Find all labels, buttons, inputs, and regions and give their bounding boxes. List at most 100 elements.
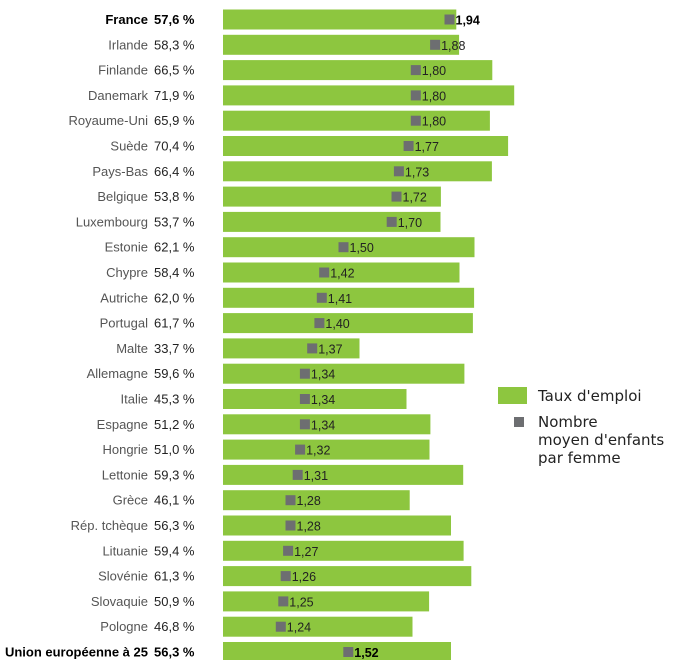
fertility-marker [316,292,327,303]
employment-rate-label: 50,9 % [154,594,195,609]
fertility-marker [343,647,354,657]
chart-row: Chypre 58,4 % 1,42 [106,262,460,283]
fertility-marker [410,65,421,76]
chart-row: Pologne 46,8 % 1,24 [100,616,413,637]
legend-children-label-line-3: par femme [538,449,621,467]
chart-row: Allemagne 59,6 % 1,34 [87,363,465,384]
employment-bar [223,287,475,308]
employment-bar [223,414,431,435]
country-label: Italie [121,392,148,407]
employment-bar [223,439,430,460]
fertility-label: 1,94 [456,14,480,28]
chart-row: Irlande 58,3 % 1,88 [108,34,465,55]
employment-rate-label: 66,4 % [154,164,195,179]
employment-bar [223,313,473,334]
employment-bar [223,566,472,587]
fertility-label: 1,28 [297,520,321,534]
employment-rate-label: 61,7 % [154,316,195,331]
fertility-label: 1,88 [441,39,465,53]
country-label: Hongrie [102,442,148,457]
country-label: Grèce [113,493,148,508]
employment-rate-label: 66,5 % [154,63,195,78]
employment-rate-label: 46,1 % [154,493,195,508]
fertility-marker [403,141,414,151]
fertility-label: 1,41 [328,292,352,306]
country-label: Rép. tchèque [71,518,148,533]
fertility-marker [299,419,310,430]
chart-row: Autriche 62,0 % 1,41 [100,287,475,308]
fertility-marker [283,545,294,556]
fertility-marker [275,621,286,632]
fertility-label: 1,28 [297,494,321,508]
chart-row: Belgique 53,8 % 1,72 [97,186,441,207]
fertility-label: 1,80 [422,115,446,129]
country-label: Allemagne [87,366,148,381]
country-label: Chypre [106,265,148,280]
employment-bar [223,515,451,536]
employment-rate-label: 53,7 % [154,214,195,229]
country-label: Estonie [105,240,148,255]
fertility-label: 1,40 [325,317,349,331]
fertility-marker [319,267,330,278]
chart-row: Hongrie 51,0 % 1,32 [102,439,430,460]
chart-row: Lituanie 59,4 % 1,27 [102,540,464,561]
fertility-label: 1,34 [311,368,335,382]
chart-row: Royaume-Uni 65,9 % 1,80 [69,110,490,131]
country-label: Pologne [100,619,148,634]
employment-bar [223,540,464,561]
fertility-marker [410,90,421,101]
employment-rate-label: 65,9 % [154,113,195,128]
chart-row: Luxembourg 53,7 % 1,70 [76,211,441,232]
employment-bar [223,85,515,106]
legend-children-label-line-1: Nombre [538,413,598,431]
fertility-marker [338,242,349,253]
employment-bar [223,60,493,81]
fertility-label: 1,52 [354,646,378,660]
employment-rate-label: 61,3 % [154,569,195,584]
employment-rate-label: 46,8 % [154,619,195,634]
chart-row: Union européenne à 25 56,3 % 1,52 [5,642,451,660]
employment-bar [223,490,410,511]
country-label: Suède [110,139,148,154]
employment-bar [223,9,457,30]
employment-bar [223,642,451,660]
chart-row: France 57,6 % 1,94 [105,9,480,30]
chart-row: Lettonie 59,3 % 1,31 [102,464,464,485]
country-label: Malte [116,341,148,356]
legend-employment-swatch [498,387,527,404]
fertility-marker [280,571,291,582]
fertility-marker [292,469,303,480]
country-label: Portugal [100,316,149,331]
fertility-label: 1,73 [405,165,429,179]
country-label: Slovénie [98,569,148,584]
employment-rate-label: 51,0 % [154,442,195,457]
employment-bar [223,211,441,232]
fertility-marker [307,343,318,354]
country-label: Belgique [97,189,148,204]
employment-rate-label: 58,4 % [154,265,195,280]
legend: Taux d'emploi Nombre moyen d'enfants par… [498,387,664,467]
employment-rate-label: 53,8 % [154,189,195,204]
fertility-label: 1,50 [350,241,374,255]
employment-rate-label: 62,0 % [154,290,195,305]
employment-bar [223,616,413,637]
fertility-marker [278,596,289,607]
employment-rate-label: 59,6 % [154,366,195,381]
chart-row: Pays-Bas 66,4 % 1,73 [92,161,492,182]
country-label: Lettonie [102,467,148,482]
fertility-label: 1,80 [422,89,446,103]
chart-row: Portugal 61,7 % 1,40 [100,313,473,334]
legend-children-label-line-2: moyen d'enfants [538,431,664,449]
fertility-label: 1,72 [403,191,427,205]
country-label: Espagne [97,417,148,432]
fertility-label: 1,42 [330,267,354,281]
fertility-label: 1,31 [304,469,328,483]
fertility-label: 1,37 [318,342,342,356]
fertility-marker [393,166,404,177]
chart-row: Estonie 62,1 % 1,50 [105,237,475,258]
employment-rate-label: 71,9 % [154,88,195,103]
chart-row: Italie 45,3 % 1,34 [121,389,407,409]
country-label: Royaume-Uni [69,113,149,128]
fertility-label: 1,80 [422,64,446,78]
employment-bar [223,186,441,207]
